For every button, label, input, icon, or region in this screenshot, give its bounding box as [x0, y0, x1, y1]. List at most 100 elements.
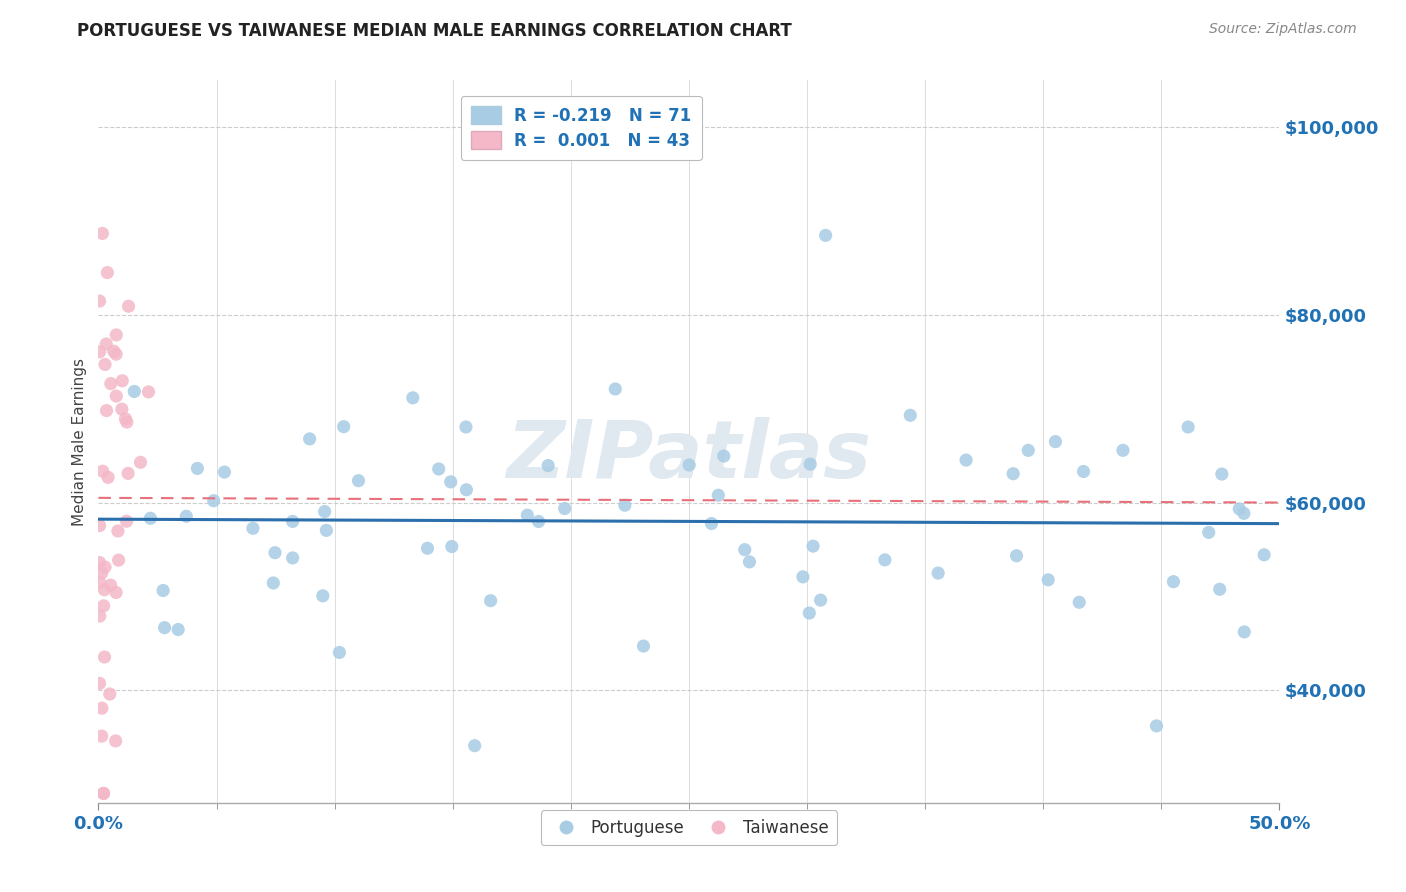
Point: [90, 701, 112, 715]
Point: [93, 582, 115, 597]
Point: [1233, 624, 1256, 639]
Point: [93, 786, 115, 800]
Point: [202, 493, 225, 508]
Point: [105, 328, 128, 343]
Point: [281, 550, 304, 565]
Point: [90, 566, 112, 580]
Point: [298, 432, 321, 446]
Point: [89, 609, 111, 624]
Point: [1112, 443, 1135, 458]
Point: [107, 553, 129, 567]
Point: [107, 524, 129, 538]
Text: PORTUGUESE VS TAIWANESE MEDIAN MALE EARNINGS CORRELATION CHART: PORTUGUESE VS TAIWANESE MEDIAN MALE EARN…: [77, 22, 792, 40]
Point: [554, 501, 576, 516]
Point: [810, 593, 832, 607]
Point: [440, 475, 463, 489]
Point: [96, 403, 118, 417]
Point: [100, 578, 122, 592]
Text: ZIPatlas: ZIPatlas: [506, 417, 872, 495]
Point: [479, 593, 502, 607]
Point: [89, 676, 111, 690]
Point: [613, 498, 636, 512]
Point: [105, 389, 128, 403]
Point: [1038, 573, 1060, 587]
Point: [516, 508, 538, 523]
Point: [124, 384, 146, 399]
Legend: Portuguese, Taiwanese: Portuguese, Taiwanese: [541, 810, 837, 845]
Point: [93, 599, 115, 613]
Point: [91, 227, 114, 241]
Point: [1233, 507, 1256, 521]
Point: [332, 419, 354, 434]
Y-axis label: Median Male Earnings: Median Male Earnings: [72, 358, 87, 525]
Point: [312, 589, 335, 603]
Point: [1163, 574, 1185, 589]
Point: [93, 786, 115, 800]
Point: [1045, 434, 1067, 449]
Point: [799, 457, 821, 471]
Point: [814, 228, 837, 243]
Point: [105, 585, 128, 599]
Point: [138, 384, 160, 399]
Point: [262, 576, 284, 591]
Point: [91, 464, 114, 478]
Point: [1253, 548, 1275, 562]
Point: [402, 391, 425, 405]
Point: [678, 458, 700, 472]
Point: [898, 409, 921, 423]
Point: [927, 566, 949, 580]
Point: [89, 344, 111, 359]
Point: [111, 374, 134, 388]
Point: [537, 458, 560, 473]
Point: [115, 415, 138, 429]
Point: [955, 453, 977, 467]
Point: [713, 449, 735, 463]
Point: [89, 293, 111, 308]
Text: Source: ZipAtlas.com: Source: ZipAtlas.com: [1209, 22, 1357, 37]
Point: [605, 382, 627, 396]
Point: [1211, 467, 1233, 481]
Point: [103, 344, 125, 359]
Point: [93, 650, 115, 665]
Point: [105, 347, 128, 361]
Point: [1073, 465, 1095, 479]
Point: [167, 623, 190, 637]
Point: [115, 514, 138, 528]
Point: [152, 583, 174, 598]
Point: [1177, 420, 1199, 434]
Point: [90, 729, 112, 743]
Point: [129, 455, 152, 469]
Point: [700, 516, 723, 531]
Point: [114, 412, 136, 426]
Point: [94, 560, 117, 574]
Point: [89, 518, 111, 533]
Point: [1069, 595, 1091, 609]
Point: [633, 639, 655, 653]
Point: [97, 470, 120, 484]
Point: [454, 420, 477, 434]
Point: [117, 467, 139, 481]
Point: [801, 539, 824, 553]
Point: [264, 546, 287, 560]
Point: [1227, 501, 1250, 516]
Point: [328, 645, 350, 659]
Point: [734, 542, 756, 557]
Point: [427, 462, 450, 476]
Point: [873, 553, 896, 567]
Point: [1002, 467, 1025, 481]
Point: [314, 505, 336, 519]
Point: [94, 358, 117, 372]
Point: [1017, 443, 1039, 458]
Point: [1198, 525, 1220, 540]
Point: [1208, 582, 1230, 597]
Point: [416, 541, 439, 556]
Point: [117, 299, 139, 313]
Point: [96, 266, 118, 280]
Point: [186, 461, 208, 475]
Point: [111, 402, 134, 417]
Point: [1005, 549, 1028, 563]
Point: [89, 556, 111, 570]
Point: [347, 474, 370, 488]
Point: [440, 540, 463, 554]
Point: [96, 337, 118, 351]
